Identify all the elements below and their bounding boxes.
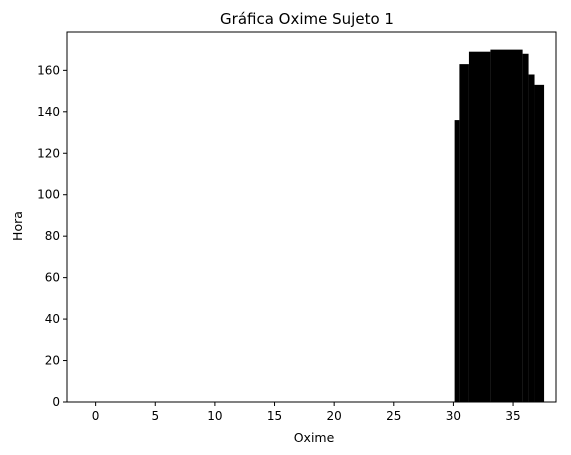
y-tick-label-0: 0 [52,395,60,409]
x-tick-label-4: 20 [327,409,342,423]
bar-0-3 [490,49,523,402]
y-axis-ticks: 0 20 40 60 80 100 120 140 160 [37,63,67,409]
x-tick-label-3: 15 [267,409,282,423]
y-tick-label-6: 120 [37,146,60,160]
bar-0-5 [528,74,535,403]
y-tick-label-7: 140 [37,105,60,119]
x-tick-label-1: 5 [151,409,159,423]
y-tick-label-4: 80 [45,229,60,243]
x-axis-ticks: 0 5 10 15 20 25 30 35 [92,402,521,423]
x-tick-label-5: 25 [386,409,401,423]
bar-0-0 [454,120,460,402]
bar-0-1 [459,64,469,403]
y-tick-label-1: 20 [45,354,60,368]
plot-area-frame [66,31,557,403]
x-axis-label: Oxime [294,430,335,445]
y-axis-label: Hora [10,211,25,241]
chart-title: Gráfica Oxime Sujeto 1 [220,10,394,28]
y-tick-label-8: 160 [37,63,60,77]
y-tick-label-2: 40 [45,312,60,326]
x-tick-label-7: 35 [505,409,520,423]
bar-0-4 [522,53,529,402]
bar-0-6 [534,84,545,402]
y-tick-label-3: 60 [45,271,60,285]
bars-layer [454,49,545,403]
y-tick-label-5: 100 [37,188,60,202]
x-tick-label-2: 10 [207,409,222,423]
bar-0-2 [468,51,491,403]
x-tick-label-0: 0 [92,409,100,423]
x-tick-label-6: 30 [446,409,461,423]
